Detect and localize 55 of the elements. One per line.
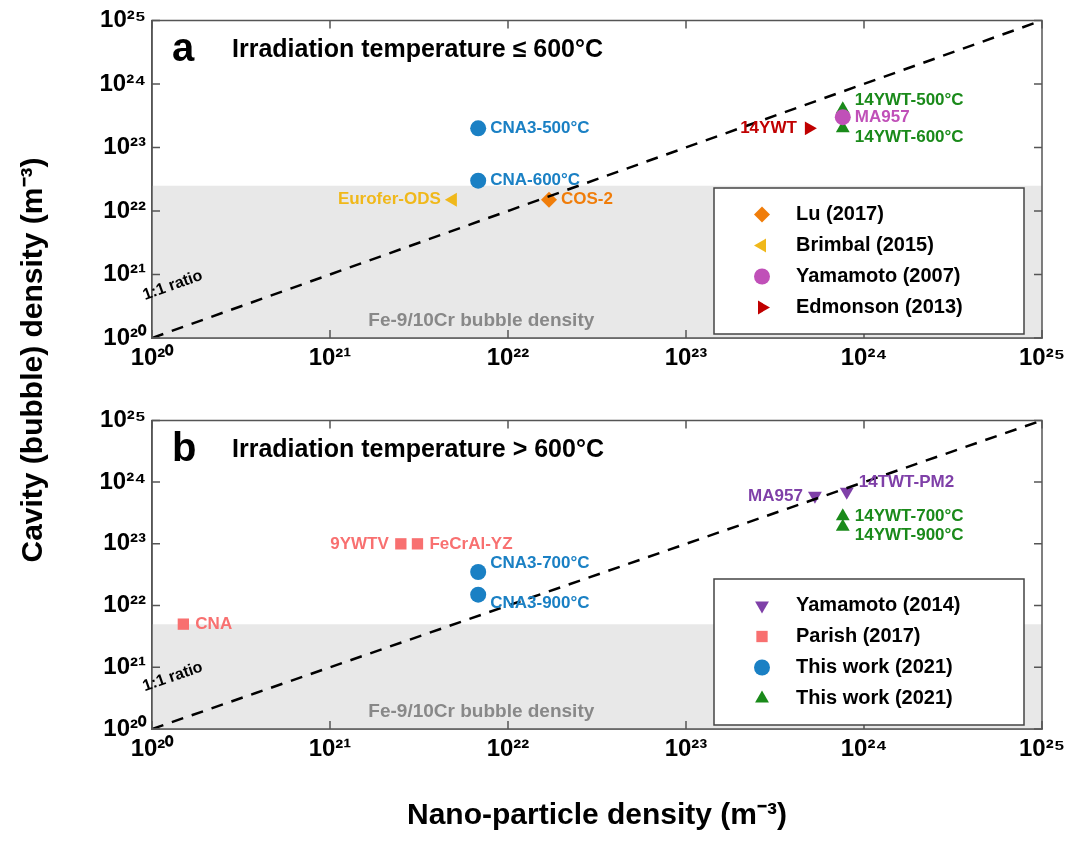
legend-label: Parish (2017) <box>796 624 921 647</box>
annotation: 14YWT-900°C <box>854 525 964 545</box>
legend-label: Edmonson (2013) <box>796 295 963 318</box>
annotation: MA957 <box>748 485 803 505</box>
legend-label: Brimbal (2015) <box>796 233 934 256</box>
y-tick-label: 10²⁵ <box>100 405 146 433</box>
annotation: CNA <box>195 613 233 633</box>
y-tick-label: 10²⁴ <box>99 68 146 96</box>
y-tick-label: 10²³ <box>103 528 146 556</box>
text: Irradiation temperature > 600°C <box>232 434 604 463</box>
x-tick-label: 10²¹ <box>308 734 352 762</box>
annotation: FeCrAl-YZ <box>429 533 513 553</box>
legend-label: Yamamoto (2014) <box>796 593 961 616</box>
annotation: Eurofer-ODS <box>337 189 441 209</box>
annotation: 9YWTV <box>330 533 390 553</box>
y-tick-label: 10²² <box>103 195 146 223</box>
x-tick-label: 10²⁰ <box>130 343 175 371</box>
band-label: Fe-9/10Cr bubble density <box>368 699 595 721</box>
x-tick-label: 10²³ <box>664 343 708 371</box>
annotation: b <box>172 425 197 470</box>
text: Irradiation temperature ≤ 600°C <box>232 34 604 63</box>
y-tick-label: 10²² <box>103 590 146 618</box>
annotation: 14YWT-600°C <box>854 127 964 147</box>
annotation: COS-2 <box>561 189 613 209</box>
annotation: 14TWT-PM2 <box>858 472 955 492</box>
band-label: Fe-9/10Cr bubble density <box>368 308 595 330</box>
annotation: a <box>172 25 195 70</box>
x-tick-label: 10²⁴ <box>840 734 888 762</box>
legend-label: This work (2021) <box>796 686 953 709</box>
x-tick-label: 10²⁵ <box>1019 734 1065 762</box>
annotation: CNA3-500°C <box>490 118 590 138</box>
annotation: 14YWT-700°C <box>854 505 964 525</box>
annotation: CNA3-700°C <box>490 552 590 572</box>
x-tick-label: 10²² <box>486 734 530 762</box>
annotation: 14YWT-500°C <box>854 89 964 109</box>
x-tick-label: 10²³ <box>664 734 708 762</box>
y-axis-title: Cavity (bubble) density (m⁻³) <box>13 157 49 563</box>
x-tick-label: 10²¹ <box>308 343 352 371</box>
y-tick-label: 10²¹ <box>103 259 146 287</box>
x-tick-label: 10²⁵ <box>1019 343 1065 371</box>
annotation: MA957 <box>854 106 910 126</box>
x-axis-title: Nano-particle density (m⁻³) <box>406 795 788 832</box>
y-tick-label: 10²³ <box>103 132 146 160</box>
y-tick-label: 10²¹ <box>103 651 146 679</box>
legend-label: Yamamoto (2007) <box>796 264 961 287</box>
legend-label: This work (2021) <box>796 655 953 678</box>
x-tick-label: 10²⁰ <box>130 734 175 762</box>
legend-label: Lu (2017) <box>796 202 884 225</box>
x-tick-label: 10²⁴ <box>840 343 888 371</box>
y-tick-label: 10²⁵ <box>100 5 146 33</box>
annotation: CNA-600°C <box>490 170 581 190</box>
annotation: 14YWT <box>740 118 798 138</box>
y-tick-label: 10²⁴ <box>99 466 146 494</box>
annotation: CNA3-900°C <box>490 593 590 613</box>
x-tick-label: 10²² <box>486 343 530 371</box>
